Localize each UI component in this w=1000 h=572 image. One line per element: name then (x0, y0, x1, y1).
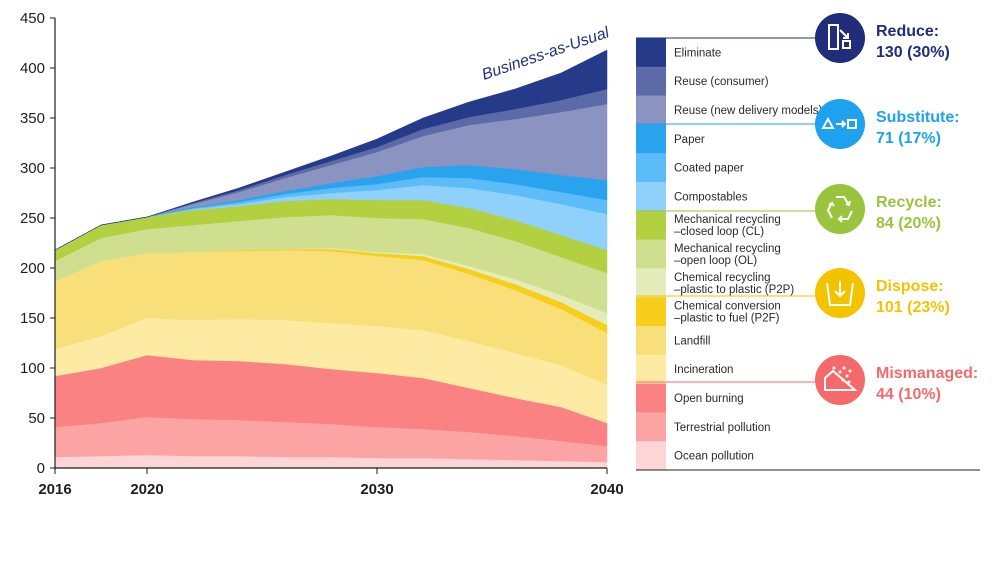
legend-item-chemical-recycling-plastic-to-plastic-p2p: Chemical recycling–plastic to plastic (P… (636, 268, 794, 298)
legend-swatch (636, 383, 666, 413)
legend-item-incineration: Incineration (636, 354, 733, 385)
legend-swatch (636, 412, 666, 442)
category-title: Substitute: (876, 109, 960, 126)
category-reduce: Reduce: 130 (30%) (636, 13, 950, 63)
legend-item-mechanical-recycling-open-loop-ol: Mechanical recycling–open loop (OL) (636, 239, 781, 269)
y-tick-label: 50 (28, 410, 45, 427)
y-tick-label: 450 (20, 10, 45, 27)
legend-swatch (636, 124, 666, 154)
legend-label: Paper (674, 134, 705, 146)
category-value: 71 (17%) (876, 130, 941, 147)
stacked-areas (54, 49, 608, 469)
x-tick-label: 2040 (590, 481, 623, 498)
legend-item-open-burning: Open burning (636, 383, 744, 413)
legend-item-paper: Paper (636, 124, 705, 154)
legend-item-reuse-new-delivery-models: Reuse (new delivery models) (636, 95, 822, 125)
legend-item-terrestrial-pollution: Terrestrial pollution (636, 412, 771, 442)
legend-label: Chemical recycling (674, 272, 771, 284)
y-tick-label: 150 (20, 310, 45, 327)
y-tick-label: 350 (20, 110, 45, 127)
legend-swatch (636, 239, 666, 269)
legend-label: Terrestrial pollution (674, 422, 771, 434)
legend-swatch (636, 38, 666, 68)
axes: 0 50 100 150 200 250 300 350 400 450 2016 2020 2030 2… (20, 10, 624, 498)
y-tick-label: 200 (20, 260, 45, 277)
x-tick-label: 2030 (360, 481, 393, 498)
legend-label: Incineration (674, 364, 733, 376)
category-title: Recycle: (876, 194, 942, 211)
legend-label: Eliminate (674, 47, 721, 59)
legend-label: Reuse (consumer) (674, 76, 769, 88)
category-mismanaged: Mismanaged: 44 (10%) (636, 355, 978, 405)
category-title: Mismanaged: (876, 365, 978, 382)
legend-label: Ocean pollution (674, 451, 754, 463)
legend-swatch (636, 326, 666, 356)
y-tick-label: 0 (37, 460, 45, 477)
area-eliminate (54, 49, 608, 251)
legend-swatch (636, 268, 666, 298)
category-title: Reduce: (876, 23, 939, 40)
legend-label: Landfill (674, 335, 710, 347)
y-tick-label: 250 (20, 210, 45, 227)
category-value: 130 (30%) (876, 44, 950, 61)
category-summary: Reduce: 130 (30%) Substitute: 71 (17%) Recyc… (636, 13, 978, 405)
legend-swatch (636, 66, 666, 97)
legend-item-reuse-consumer: Reuse (consumer) (636, 66, 769, 97)
legend-swatch (636, 182, 666, 212)
category-value: 44 (10%) (876, 386, 941, 403)
category-value: 101 (23%) (876, 299, 950, 316)
legend-item-landfill: Landfill (636, 326, 710, 356)
recycle-icon (815, 184, 865, 234)
y-tick-label: 400 (20, 60, 45, 77)
legend-item-mechanical-recycling-closed-loop-cl: Mechanical recycling–closed loop (CL) (636, 210, 781, 241)
x-tick-label: 2016 (38, 481, 71, 498)
legend-swatch (636, 354, 666, 385)
mismanaged-icon (815, 355, 865, 405)
legend-item-coated-paper: Coated paper (636, 153, 744, 183)
category-substitute: Substitute: 71 (17%) (636, 99, 960, 149)
legend-swatch (636, 297, 666, 327)
legend-label: –closed loop (CL) (674, 226, 764, 238)
y-tick-label: 100 (20, 360, 45, 377)
y-tick-label: 300 (20, 160, 45, 177)
substitute-icon (815, 99, 865, 149)
x-tick-label: 2020 (130, 481, 163, 498)
legend-item-ocean-pollution: Ocean pollution (636, 441, 754, 471)
legend-label: Reuse (new delivery models) (674, 105, 822, 117)
category-recycle: Recycle: 84 (20%) (636, 184, 942, 234)
legend-label: –plastic to fuel (P2F) (674, 313, 780, 325)
legend-item-compostables: Compostables (636, 182, 748, 212)
legend-label: –plastic to plastic (P2P) (674, 284, 794, 296)
legend: Eliminate Reuse (consumer) Reuse (new deli… (636, 38, 980, 471)
legend-label: Mechanical recycling (674, 243, 781, 255)
legend-label: Open burning (674, 393, 744, 405)
reduce-icon (815, 13, 865, 63)
legend-swatch (636, 441, 666, 471)
legend-swatch (636, 95, 666, 125)
legend-item-eliminate: Eliminate (636, 38, 721, 68)
dispose-icon (815, 268, 865, 318)
category-title: Dispose: (876, 278, 944, 295)
legend-label: Chemical conversion (674, 301, 781, 313)
legend-label: Mechanical recycling (674, 214, 781, 226)
legend-label: –open loop (OL) (674, 255, 757, 267)
legend-item-chemical-conversion-plastic-to-fuel-p2f: Chemical conversion–plastic to fuel (P2F… (636, 297, 781, 327)
category-value: 84 (20%) (876, 215, 941, 232)
legend-swatch (636, 153, 666, 183)
legend-label: Compostables (674, 191, 748, 203)
category-dispose: Dispose: 101 (23%) (636, 268, 950, 318)
legend-label: Coated paper (674, 163, 744, 175)
legend-swatch (636, 210, 666, 241)
